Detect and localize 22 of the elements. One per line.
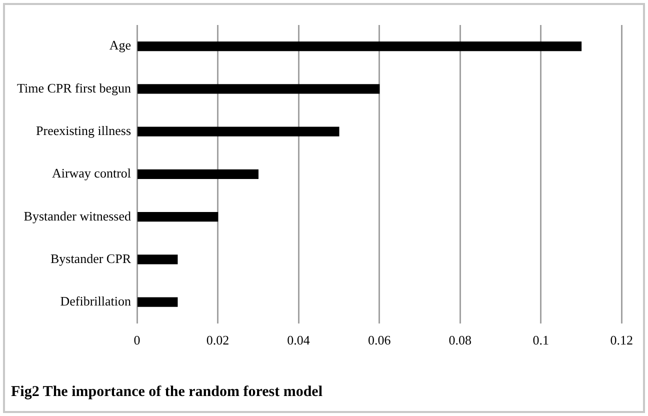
bar bbox=[137, 126, 340, 136]
x-tick-label: 0.08 bbox=[448, 332, 472, 348]
text: Fig2 The importance of the random forest model bbox=[11, 384, 322, 400]
y-tick-label: Bystander CPR bbox=[50, 250, 132, 266]
bar bbox=[137, 254, 178, 264]
bar bbox=[137, 84, 380, 94]
bar bbox=[137, 169, 258, 180]
x-tick-label: 0 bbox=[134, 332, 140, 348]
bar bbox=[137, 297, 178, 307]
bar bbox=[137, 41, 582, 52]
y-tick-label: Preexisting illness bbox=[36, 122, 132, 138]
y-tick-label: Defibrillation bbox=[60, 294, 132, 309]
y-tick-label: Time CPR first begun bbox=[16, 80, 132, 96]
x-tick-label: 0.1 bbox=[532, 332, 549, 348]
y-tick-label: Age bbox=[109, 38, 132, 53]
x-tick-label: 0.06 bbox=[368, 332, 392, 348]
y-tick-label: Bystander witnessed bbox=[24, 208, 132, 224]
y-tick-label: Airway control bbox=[52, 166, 132, 181]
x-tick-label: 0.02 bbox=[206, 332, 230, 348]
x-tick-label: 0.04 bbox=[287, 332, 310, 348]
bar bbox=[137, 212, 218, 222]
x-tick-label: 0.12 bbox=[610, 332, 633, 348]
